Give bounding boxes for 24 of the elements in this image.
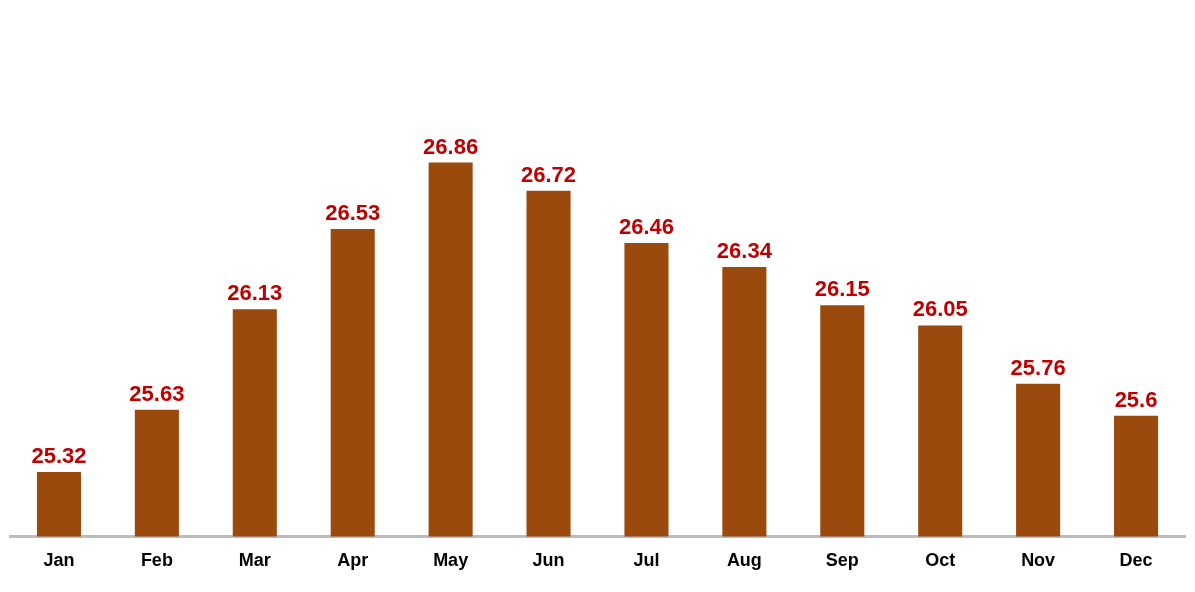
data-label: 25.76 (1010, 354, 1066, 380)
data-label: 25.63 (129, 380, 185, 406)
data-label: 26.53 (325, 199, 381, 225)
data-label: 25.6 (1114, 386, 1158, 412)
data-label: 26.46 (618, 214, 674, 240)
x-tick-label: Jul (633, 550, 660, 571)
x-tick-label: Aug (726, 550, 762, 571)
data-label: 26.72 (521, 161, 577, 187)
x-tick-label: Oct (925, 550, 956, 571)
data-label: 26.34 (716, 238, 773, 264)
data-label: 26.05 (912, 296, 968, 322)
data-label: 25.32 (31, 443, 87, 469)
data-label: 26.13 (227, 280, 283, 306)
data-label: 26.86 (423, 133, 479, 159)
x-tick-label: May (433, 550, 469, 571)
x-tick-label: Mar (238, 550, 271, 571)
x-tick-label: Jun (532, 550, 565, 571)
x-tick-label: Apr (337, 550, 369, 571)
x-tick-label: Dec (1119, 550, 1153, 571)
data-label: 26.15 (814, 276, 870, 302)
x-tick-label: Jan (43, 550, 75, 571)
x-tick-label: Sep (825, 550, 859, 571)
x-tick-label: Feb (140, 550, 173, 571)
x-tick-label: Nov (1021, 550, 1056, 571)
